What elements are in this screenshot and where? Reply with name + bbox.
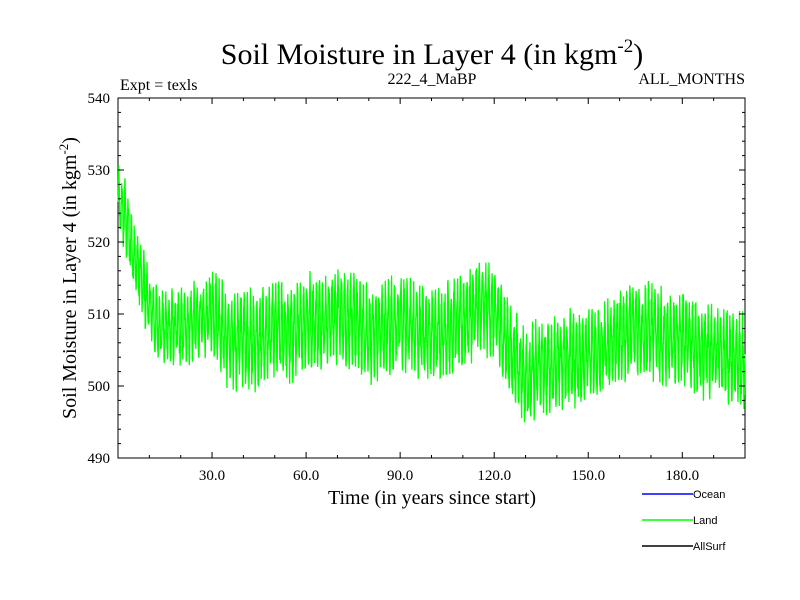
legend: Ocean Land AllSurf	[642, 489, 726, 553]
subtitle-run-id: 222_4_MaBP	[388, 71, 477, 88]
chart-title: Soil Moisture in Layer 4 (in kgm-2)	[221, 36, 643, 71]
x-tick-label: 180.0	[665, 468, 699, 484]
y-tick-label: 510	[88, 307, 111, 323]
x-axis-ticks: 30.0 60.0 90.0 120.0 150.0 180.0	[148, 98, 715, 484]
x-axis-label: Time (in years since start)	[328, 487, 536, 509]
series-line-land	[117, 165, 746, 423]
y-tick-label: 500	[88, 379, 111, 395]
subtitle-period: ALL_MONTHS	[638, 71, 745, 88]
legend-label-land: Land	[693, 515, 717, 527]
x-tick-label: 90.0	[387, 468, 413, 484]
y-tick-label: 530	[88, 163, 111, 179]
series-layer	[117, 165, 746, 423]
x-tick-label: 60.0	[293, 468, 319, 484]
legend-label-ocean: Ocean	[693, 489, 725, 501]
y-axis-ticks: 490 500 510 520 530 540	[88, 91, 745, 467]
y-tick-label: 520	[88, 235, 111, 251]
subtitle-experiment: Expt = texls	[120, 77, 197, 94]
x-tick-label: 150.0	[571, 468, 605, 484]
y-tick-label: 540	[88, 91, 111, 107]
legend-label-allsurf: AllSurf	[693, 541, 726, 553]
y-axis-label: Soil Moisture in Layer 4 (in kgm-2)	[56, 137, 81, 419]
y-tick-label: 490	[88, 451, 111, 467]
x-tick-label: 120.0	[477, 468, 511, 484]
x-tick-label: 30.0	[199, 468, 225, 484]
